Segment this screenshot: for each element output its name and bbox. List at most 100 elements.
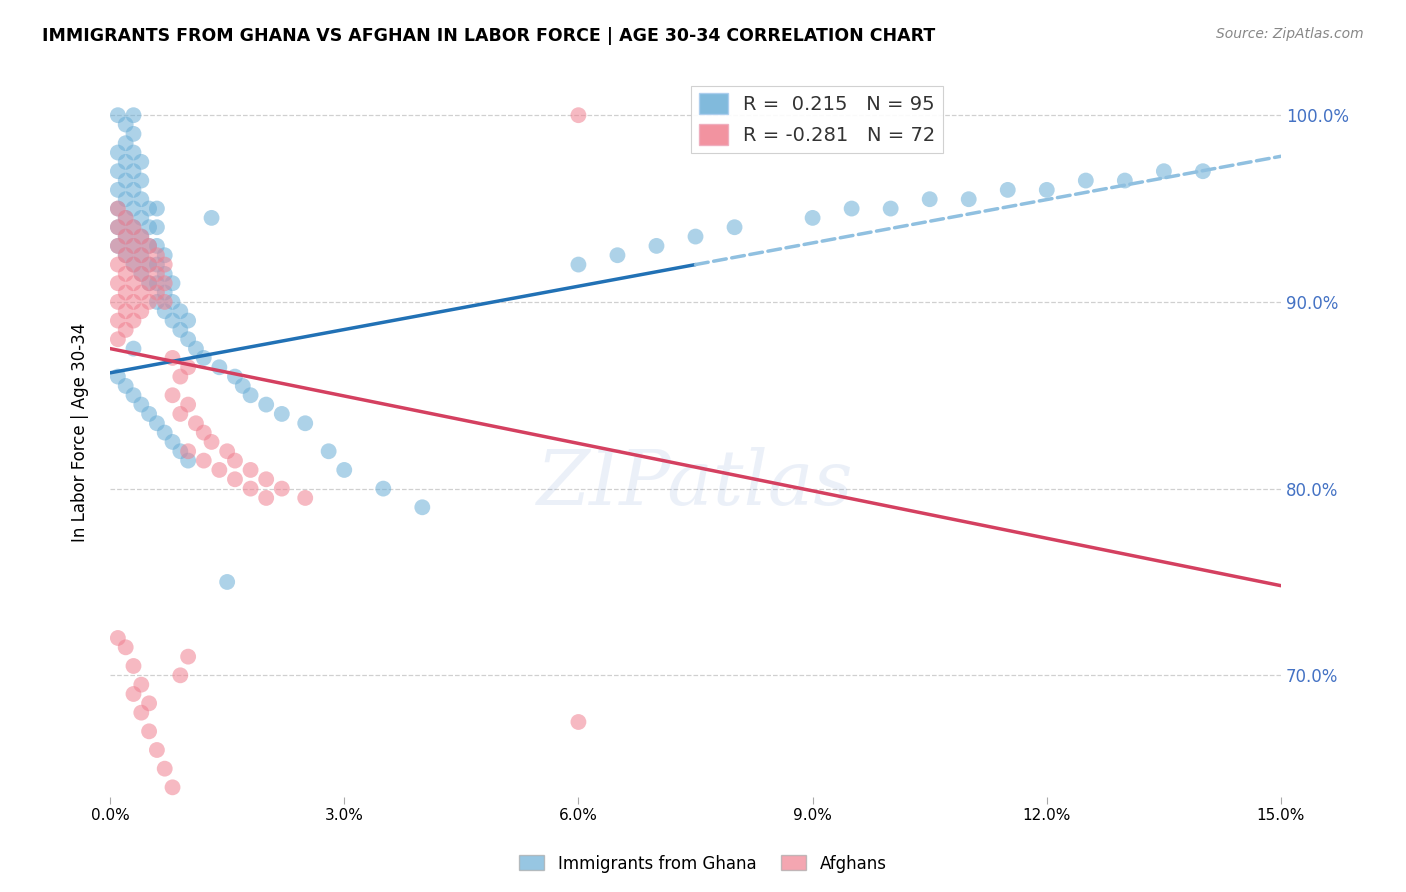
Point: [208, 463, 231, 477]
Point: [294, 491, 316, 505]
Point: [1074, 173, 1097, 187]
Y-axis label: In Labor Force | Age 30-34: In Labor Force | Age 30-34: [72, 323, 89, 542]
Point: [107, 239, 129, 253]
Point: [200, 211, 222, 225]
Point: [129, 211, 152, 225]
Point: [177, 649, 200, 664]
Point: [129, 706, 152, 720]
Point: [107, 202, 129, 216]
Point: [114, 285, 136, 300]
Point: [129, 248, 152, 262]
Point: [177, 453, 200, 467]
Point: [122, 108, 145, 122]
Point: [107, 332, 129, 346]
Point: [169, 369, 191, 384]
Point: [162, 780, 184, 795]
Point: [153, 294, 176, 309]
Point: [177, 360, 200, 375]
Point: [270, 482, 292, 496]
Text: IMMIGRANTS FROM GHANA VS AFGHAN IN LABOR FORCE | AGE 30-34 CORRELATION CHART: IMMIGRANTS FROM GHANA VS AFGHAN IN LABOR…: [42, 27, 935, 45]
Point: [122, 220, 145, 235]
Point: [122, 342, 145, 356]
Point: [239, 482, 262, 496]
Point: [146, 202, 169, 216]
Point: [107, 239, 129, 253]
Point: [114, 229, 136, 244]
Point: [122, 388, 145, 402]
Point: [114, 248, 136, 262]
Point: [918, 192, 941, 206]
Point: [107, 258, 129, 272]
Point: [146, 220, 169, 235]
Point: [114, 136, 136, 151]
Point: [138, 258, 160, 272]
Point: [177, 398, 200, 412]
Point: [270, 407, 292, 421]
Point: [224, 453, 246, 467]
Point: [129, 267, 152, 281]
Point: [146, 277, 169, 291]
Point: [138, 407, 160, 421]
Point: [1114, 173, 1136, 187]
Point: [138, 277, 160, 291]
Point: [1036, 183, 1059, 197]
Point: [107, 145, 129, 160]
Point: [146, 258, 169, 272]
Point: [411, 500, 433, 515]
Point: [177, 332, 200, 346]
Text: ZIPatlas: ZIPatlas: [537, 447, 853, 521]
Point: [373, 482, 395, 496]
Point: [169, 407, 191, 421]
Point: [138, 724, 160, 739]
Point: [107, 220, 129, 235]
Point: [114, 267, 136, 281]
Point: [107, 369, 129, 384]
Point: [107, 631, 129, 645]
Point: [107, 183, 129, 197]
Point: [146, 294, 169, 309]
Point: [146, 417, 169, 431]
Point: [169, 444, 191, 458]
Point: [129, 678, 152, 692]
Point: [107, 220, 129, 235]
Point: [122, 659, 145, 673]
Point: [239, 463, 262, 477]
Point: [114, 173, 136, 187]
Point: [208, 360, 231, 375]
Point: [169, 668, 191, 682]
Point: [122, 220, 145, 235]
Point: [129, 267, 152, 281]
Point: [567, 108, 589, 122]
Point: [1153, 164, 1175, 178]
Point: [122, 258, 145, 272]
Point: [138, 696, 160, 710]
Point: [107, 108, 129, 122]
Point: [200, 434, 222, 449]
Point: [567, 714, 589, 729]
Point: [129, 229, 152, 244]
Point: [146, 285, 169, 300]
Point: [685, 229, 707, 244]
Point: [193, 351, 215, 365]
Point: [162, 294, 184, 309]
Point: [254, 472, 277, 486]
Point: [224, 369, 246, 384]
Point: [184, 342, 207, 356]
Point: [333, 463, 356, 477]
Point: [122, 145, 145, 160]
Point: [138, 202, 160, 216]
Point: [232, 379, 254, 393]
Point: [254, 491, 277, 505]
Point: [129, 229, 152, 244]
Point: [122, 277, 145, 291]
Point: [129, 285, 152, 300]
Point: [138, 239, 160, 253]
Point: [801, 211, 824, 225]
Point: [217, 574, 239, 589]
Point: [114, 248, 136, 262]
Point: [957, 192, 980, 206]
Point: [138, 239, 160, 253]
Point: [162, 313, 184, 327]
Point: [162, 351, 184, 365]
Text: Source: ZipAtlas.com: Source: ZipAtlas.com: [1216, 27, 1364, 41]
